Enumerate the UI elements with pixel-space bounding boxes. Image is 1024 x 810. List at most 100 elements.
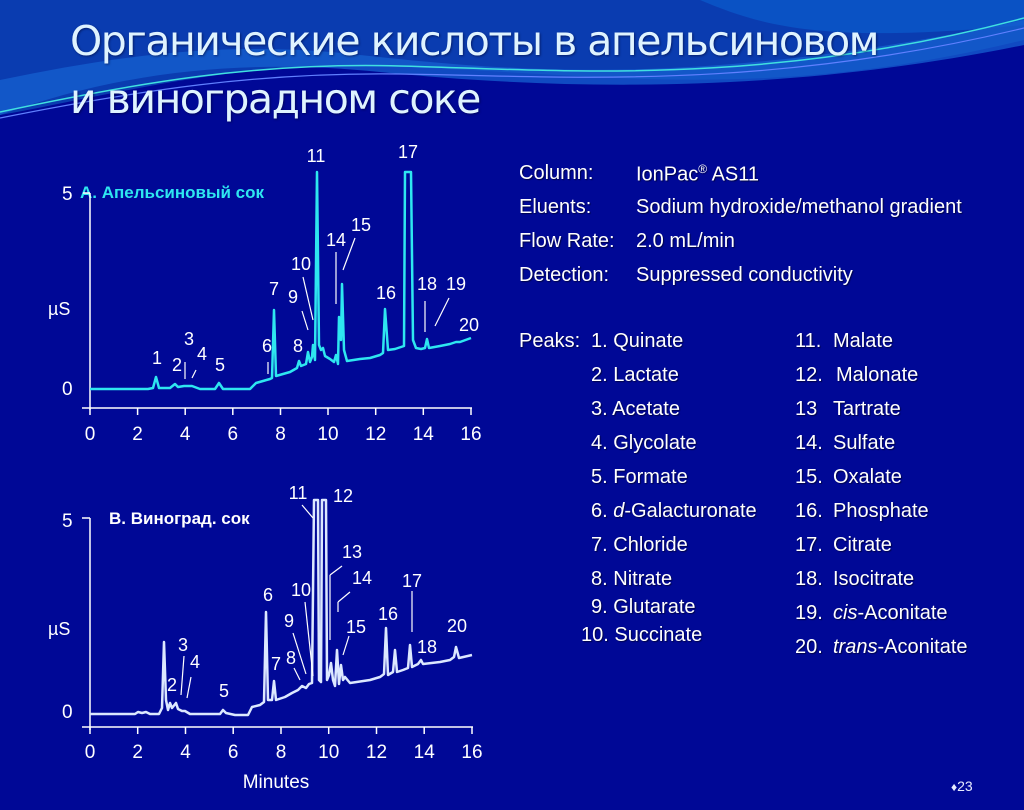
- y-tick-label-5: 5: [62, 511, 73, 532]
- svg-text:7: 7: [269, 279, 279, 299]
- svg-text:4: 4: [180, 742, 191, 763]
- condition-detection: Detection: Suppressed conductivity: [519, 264, 853, 286]
- peak-item: 19. cis-Aconitate: [795, 602, 948, 624]
- peak-labels-b: 2 3 4 5 6 7 8 9 10 11 12 13 14 15 16 17 …: [167, 483, 467, 701]
- svg-text:2: 2: [172, 355, 182, 375]
- y-tick-label-0: 0: [62, 702, 73, 723]
- peak-item: 3. Acetate: [591, 398, 680, 420]
- slide-number: ♦23: [951, 778, 973, 794]
- svg-text:15: 15: [351, 215, 371, 235]
- svg-text:8: 8: [276, 742, 287, 763]
- svg-text:6: 6: [228, 424, 239, 445]
- peak-item: 9. Glutarate: [591, 596, 696, 618]
- y-axis-label: µS: [48, 619, 70, 639]
- svg-text:8: 8: [286, 648, 296, 668]
- peak-item: 1. Quinate: [591, 330, 684, 352]
- chart-b-title: B. Виноград. сок: [109, 509, 250, 528]
- wave-decoration: [700, 0, 1024, 34]
- svg-text:16: 16: [376, 283, 396, 303]
- diamond-bullet-icon: ♦: [951, 780, 958, 794]
- x-ticks: [89, 408, 472, 415]
- peak-labels-a: 1 2 3 4 5 6 7 8 9 10 11 14 15 16 17 18 1…: [152, 142, 479, 375]
- svg-text:6: 6: [228, 742, 239, 763]
- svg-text:12: 12: [366, 742, 387, 763]
- svg-text:16: 16: [460, 424, 481, 445]
- chart-a-title: A. Апельсиновый сок: [80, 183, 265, 202]
- svg-text:17: 17: [398, 142, 418, 162]
- svg-text:6: 6: [263, 585, 273, 605]
- x-axis-label: Minutes: [243, 772, 310, 793]
- svg-text:14: 14: [352, 568, 372, 588]
- peak-item: 20. trans-Aconitate: [795, 636, 968, 658]
- wave-decoration: [0, 20, 1024, 115]
- svg-text:9: 9: [284, 611, 294, 631]
- svg-text:16: 16: [378, 604, 398, 624]
- y-tick-label-0: 0: [62, 379, 73, 400]
- svg-text:2: 2: [132, 742, 143, 763]
- svg-text:0: 0: [85, 742, 96, 763]
- svg-text:4: 4: [180, 424, 191, 445]
- svg-text:14: 14: [414, 742, 436, 763]
- svg-text:9: 9: [288, 287, 298, 307]
- chromatography-conditions: Column: IonPac® AS11 Eluents: Sodium hyd…: [519, 162, 962, 298]
- svg-text:4: 4: [197, 344, 207, 364]
- peak-item: 14. Sulfate: [795, 432, 896, 454]
- slide-title: Органические кислоты в апельсиновом и ви…: [70, 12, 970, 128]
- svg-text:8: 8: [293, 336, 303, 356]
- svg-text:11: 11: [307, 146, 326, 166]
- svg-text:11: 11: [289, 483, 308, 503]
- peaks-label: Peaks:: [519, 330, 581, 352]
- svg-text:10: 10: [318, 742, 339, 763]
- x-ticks: [89, 727, 473, 734]
- svg-text:5: 5: [219, 681, 229, 701]
- svg-text:3: 3: [184, 329, 194, 349]
- svg-text:14: 14: [326, 230, 346, 250]
- peak-item: 13 Tartrate: [795, 398, 901, 420]
- svg-text:8: 8: [275, 424, 286, 445]
- svg-text:16: 16: [461, 742, 482, 763]
- svg-text:10: 10: [317, 424, 338, 445]
- svg-text:7: 7: [271, 654, 281, 674]
- peak-item: 6. d-Galacturonate: [591, 500, 757, 522]
- svg-text:20: 20: [459, 315, 479, 335]
- svg-text:18: 18: [417, 274, 437, 294]
- condition-column: Column: IonPac® AS11: [519, 162, 760, 186]
- svg-text:0: 0: [85, 424, 96, 445]
- svg-text:4: 4: [190, 652, 200, 672]
- peak-item: 2. Lactate: [591, 364, 679, 386]
- svg-text:13: 13: [342, 542, 362, 562]
- peak-item: 17. Citrate: [795, 534, 892, 556]
- chromatogram-trace-b: [90, 498, 473, 717]
- chromatogram-trace-a: [90, 170, 472, 391]
- condition-flow-rate: Flow Rate: 2.0 mL/min: [519, 230, 735, 252]
- svg-text:3: 3: [178, 635, 188, 655]
- condition-eluents: Eluents: Sodium hydroxide/methanol gradi…: [519, 196, 962, 218]
- svg-text:6: 6: [262, 336, 272, 356]
- peak-item: 8. Nitrate: [591, 568, 673, 590]
- peak-item: 12. Malonate: [795, 364, 919, 386]
- peak-item: 7. Chloride: [591, 534, 688, 556]
- svg-text:10: 10: [291, 254, 311, 274]
- peak-item: 11. Malate: [795, 330, 894, 352]
- peak-item: 4. Glycolate: [591, 432, 697, 454]
- peak-item: 16. Phosphate: [795, 500, 929, 522]
- chromatogram-grape-juice: B. Виноград. сок 5 0 µS 0 2 4 6 8 10 12 …: [48, 483, 483, 793]
- x-tick-labels: 0 2 4 6 8 10 12 14 16: [85, 742, 483, 763]
- peak-item: 15. Oxalate: [795, 466, 902, 488]
- svg-text:15: 15: [346, 617, 366, 637]
- title-line-2: и виноградном соке: [70, 75, 481, 123]
- y-tick-label-5: 5: [62, 184, 73, 205]
- svg-text:19: 19: [446, 274, 466, 294]
- wave-line: [0, 27, 1024, 119]
- peak-item: 18. Isocitrate: [795, 568, 915, 590]
- svg-text:10: 10: [291, 580, 311, 600]
- svg-text:2: 2: [132, 424, 143, 445]
- svg-text:12: 12: [333, 486, 353, 506]
- svg-text:17: 17: [402, 571, 422, 591]
- peak-item: 10. Succinate: [581, 624, 703, 646]
- wave-decoration: [0, 0, 1024, 115]
- title-line-1: Органические кислоты в апельсиновом: [70, 17, 880, 65]
- svg-text:2: 2: [167, 675, 177, 695]
- svg-text:5: 5: [215, 355, 225, 375]
